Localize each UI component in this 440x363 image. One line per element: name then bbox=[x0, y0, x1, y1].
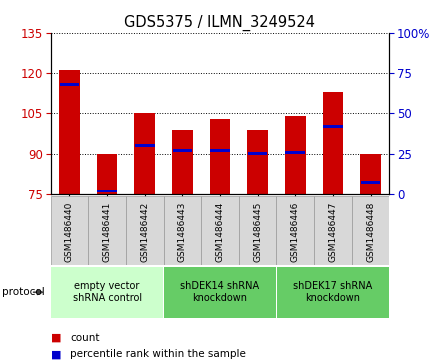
Bar bbox=[135, 144, 154, 147]
Bar bbox=[134, 113, 155, 194]
Bar bbox=[201, 196, 239, 265]
Bar bbox=[276, 196, 314, 265]
Bar bbox=[247, 130, 268, 194]
Bar bbox=[59, 83, 79, 86]
Bar bbox=[323, 125, 343, 128]
Text: GSM1486448: GSM1486448 bbox=[366, 201, 375, 262]
Text: GSM1486444: GSM1486444 bbox=[216, 201, 224, 262]
Bar bbox=[239, 196, 276, 265]
Text: ■: ■ bbox=[51, 350, 61, 359]
Text: GSM1486443: GSM1486443 bbox=[178, 201, 187, 262]
Bar bbox=[314, 196, 352, 265]
Bar bbox=[360, 154, 381, 194]
Bar bbox=[172, 149, 192, 152]
Bar bbox=[361, 182, 381, 184]
Text: ■: ■ bbox=[51, 333, 61, 343]
Bar bbox=[97, 189, 117, 192]
Bar bbox=[51, 196, 88, 265]
Bar bbox=[172, 130, 193, 194]
Bar bbox=[88, 196, 126, 265]
Bar bbox=[59, 70, 80, 194]
Bar bbox=[126, 196, 164, 265]
Text: count: count bbox=[70, 333, 100, 343]
Bar bbox=[286, 151, 305, 154]
Text: protocol: protocol bbox=[2, 287, 45, 297]
Bar bbox=[164, 196, 201, 265]
Bar bbox=[97, 154, 117, 194]
Text: GSM1486446: GSM1486446 bbox=[291, 201, 300, 262]
Bar bbox=[210, 149, 230, 152]
Text: percentile rank within the sample: percentile rank within the sample bbox=[70, 350, 246, 359]
Bar bbox=[285, 116, 306, 194]
Text: GSM1486447: GSM1486447 bbox=[328, 201, 337, 262]
Text: GSM1486441: GSM1486441 bbox=[103, 201, 112, 262]
Bar bbox=[164, 266, 276, 318]
Text: GSM1486442: GSM1486442 bbox=[140, 201, 149, 262]
Text: shDEK17 shRNA
knockdown: shDEK17 shRNA knockdown bbox=[293, 281, 373, 303]
Bar bbox=[352, 196, 389, 265]
Title: GDS5375 / ILMN_3249524: GDS5375 / ILMN_3249524 bbox=[125, 15, 315, 31]
Bar bbox=[51, 266, 163, 318]
Text: GSM1486440: GSM1486440 bbox=[65, 201, 74, 262]
Bar bbox=[209, 119, 231, 194]
Text: empty vector
shRNA control: empty vector shRNA control bbox=[73, 281, 142, 303]
Bar bbox=[248, 152, 268, 155]
Bar bbox=[277, 266, 389, 318]
Text: shDEK14 shRNA
knockdown: shDEK14 shRNA knockdown bbox=[180, 281, 260, 303]
Bar bbox=[323, 92, 343, 194]
Text: GSM1486445: GSM1486445 bbox=[253, 201, 262, 262]
